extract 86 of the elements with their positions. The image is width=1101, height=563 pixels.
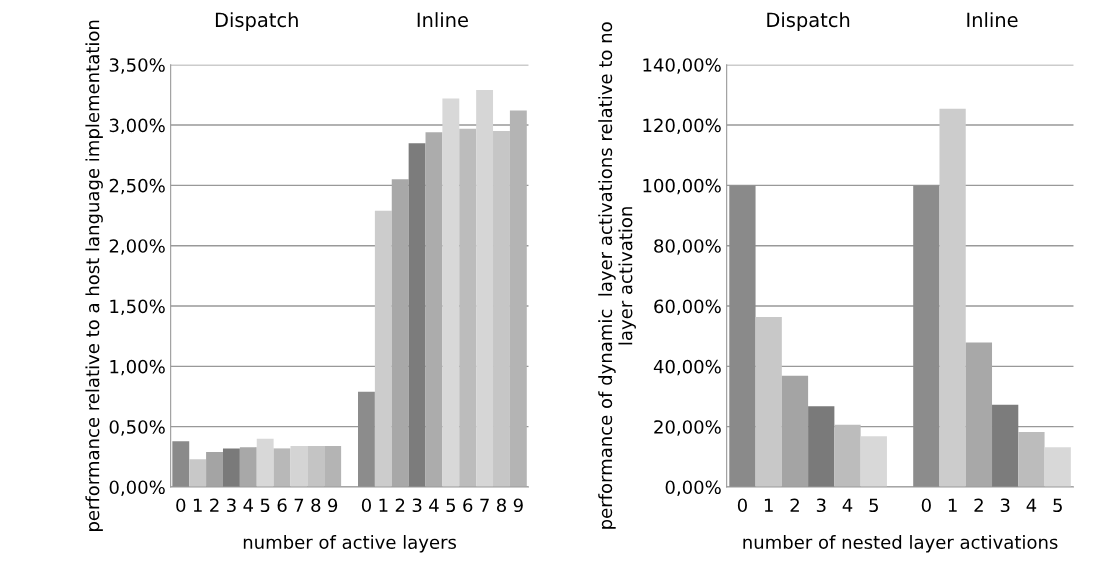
text: Inline: [967, 12, 1018, 28]
x-tick-label: 9: [328, 498, 338, 513]
x-tick-label: 3: [227, 498, 236, 513]
y-tick-label: 3,50%: [109, 58, 165, 74]
bar: [755, 316, 782, 487]
x-tick-label: 3: [1000, 498, 1010, 513]
x-tick-label: 5: [1053, 498, 1062, 513]
y-tick-label: 40,00%: [653, 359, 721, 376]
bar: [172, 441, 190, 487]
bar: [290, 445, 308, 487]
x-tick-label: 1: [948, 498, 957, 512]
x-axis-title: number of nested layer activations: [743, 535, 1058, 553]
x-tick-label: 5: [869, 498, 878, 513]
x-tick-label: 8: [496, 498, 506, 513]
x-tick-label: 1: [764, 498, 773, 512]
y-tick-label: 2,50%: [109, 178, 165, 195]
x-tick-label: 2: [210, 498, 219, 512]
x-tick-label: 5: [446, 498, 456, 513]
x-tick-label: 7: [480, 498, 489, 512]
x-axis-title: number of active layers: [243, 535, 457, 553]
bar: [222, 448, 240, 487]
bar: [358, 391, 375, 487]
y-tick-label: 100,00%: [643, 178, 721, 195]
bar: [992, 404, 1019, 487]
text: Inline: [417, 12, 468, 28]
bar: [374, 210, 392, 487]
y-tick-label: 0,50%: [109, 420, 165, 436]
bar: [442, 98, 460, 487]
bar: [939, 108, 966, 487]
x-tick-label: 1: [379, 498, 388, 512]
bar: [189, 459, 207, 487]
y-tick-label: 1,00%: [110, 359, 165, 376]
bar: [256, 438, 274, 487]
bar: [408, 143, 426, 487]
y-tick-label: 140,00%: [643, 58, 721, 74]
x-tick-label: 0: [361, 498, 371, 513]
bar: [965, 342, 993, 487]
x-tick-label: 0: [921, 498, 931, 513]
x-tick-label: 0: [737, 498, 747, 513]
bar: [1044, 447, 1071, 487]
bar: [729, 185, 756, 487]
x-tick-label: 8: [311, 498, 321, 513]
y-tick-label: 80,00%: [654, 239, 721, 255]
x-tick-label: 9: [513, 498, 523, 513]
bar: [273, 448, 291, 487]
bar: [1018, 432, 1045, 487]
bar: [834, 424, 861, 487]
x-tick-label: 3: [412, 498, 422, 513]
bar: [860, 436, 887, 487]
bar: [324, 445, 342, 487]
x-tick-label: 2: [395, 498, 405, 512]
x-tick-label: 3: [816, 498, 826, 513]
x-tick-label: 6: [463, 498, 473, 513]
bar: [391, 179, 409, 487]
y-tick-label: 120,00%: [643, 118, 721, 135]
bar: [239, 447, 257, 487]
x-tick-label: 2: [974, 498, 983, 512]
x-tick-label: 4: [243, 498, 254, 512]
bar: [808, 406, 835, 487]
x-tick-label: 7: [294, 498, 304, 512]
bar: [509, 110, 527, 487]
x-tick-label: 2: [790, 498, 799, 512]
y-tick-label: 20,00%: [654, 420, 721, 436]
bar: [425, 132, 443, 487]
y-tick-label: 0,00%: [109, 480, 165, 496]
bar: [459, 128, 477, 487]
y-axis-title: performance relative to a host language implementation: [85, 20, 103, 531]
x-tick-label: 6: [277, 498, 287, 513]
x-tick-label: 4: [429, 498, 439, 512]
bar: [913, 185, 940, 487]
y-axis-title: performance of dynamic layer activations relative to no layer activation: [598, 22, 636, 529]
x-tick-label: 1: [193, 498, 202, 512]
x-tick-label: 4: [1026, 498, 1037, 512]
x-tick-label: 5: [260, 498, 270, 513]
y-tick-label: 60,00%: [654, 299, 721, 315]
x-tick-label: 0: [176, 498, 186, 513]
text: Dispatch: [215, 12, 298, 31]
y-tick-label: 1,50%: [110, 299, 165, 315]
y-tick-label: 0,00%: [665, 480, 721, 496]
bar: [493, 131, 510, 487]
bar: [307, 445, 325, 487]
x-tick-label: 4: [842, 498, 853, 512]
text: Dispatch: [767, 12, 850, 31]
y-tick-label: 3,00%: [109, 118, 165, 135]
bar: [476, 90, 494, 487]
y-tick-label: 2,00%: [109, 239, 165, 255]
